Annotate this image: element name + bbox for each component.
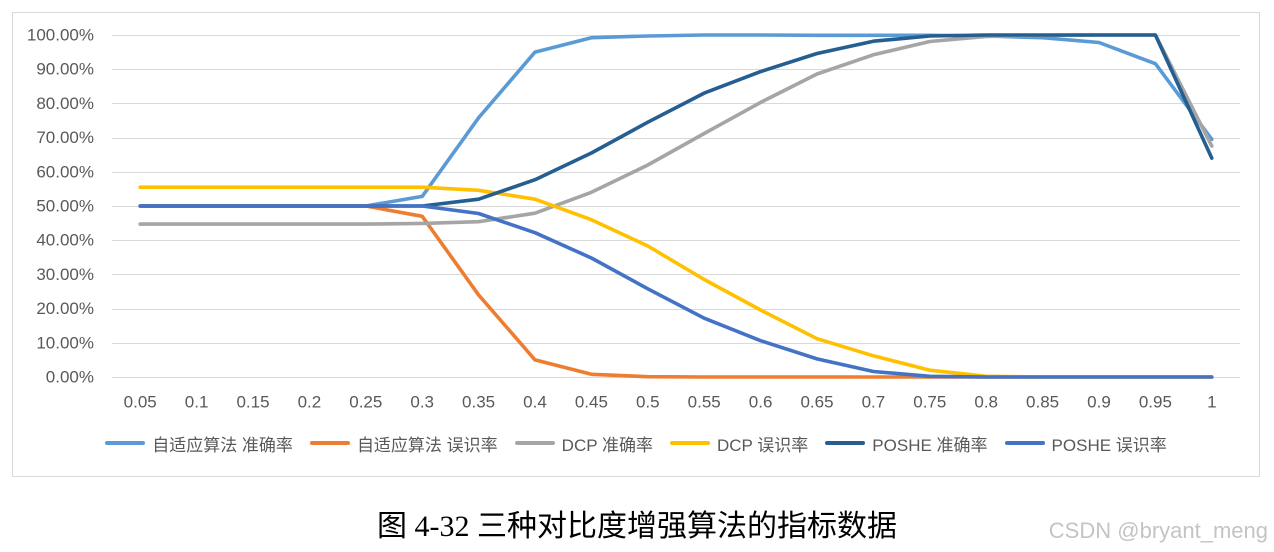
- x-tick-label: 0.65: [800, 393, 833, 412]
- series-line-4: [138, 185, 1214, 379]
- x-tick-label: 0.15: [236, 393, 269, 412]
- legend-swatch: [309, 441, 350, 445]
- x-tick-label: 0.2: [298, 393, 322, 412]
- legend-label: 自适应算法 误识率: [356, 435, 498, 455]
- x-tick-label: 0.85: [1026, 393, 1059, 412]
- y-tick-label: 70.00%: [36, 128, 94, 147]
- x-tick-label: 0.35: [462, 393, 495, 412]
- x-tick-label: 0.95: [1139, 393, 1172, 412]
- x-tick-label: 0.9: [1087, 393, 1111, 412]
- y-tick-label: 40.00%: [36, 231, 94, 250]
- x-tick-label: 0.75: [913, 393, 946, 412]
- x-tick-label: 0.1: [185, 393, 209, 412]
- legend-swatch: [514, 441, 555, 445]
- series-line-2: [138, 204, 1214, 379]
- y-tick-label: 90.00%: [36, 60, 94, 79]
- legend-swatch: [669, 441, 710, 445]
- legend-item: POSHE 误识率: [1004, 431, 1167, 456]
- legend-item: DCP 误识率: [669, 431, 809, 456]
- chart-area: [12, 12, 1260, 477]
- watermark: CSDN @bryant_meng: [1048, 518, 1268, 543]
- legend-label: DCP 误识率: [716, 435, 809, 455]
- legend-item: 自适应算法 误识率: [309, 431, 498, 456]
- series-lines: [138, 33, 1214, 379]
- legend-label: POSHE 准确率: [872, 435, 988, 455]
- y-tick-label: 50.00%: [36, 197, 94, 216]
- series-line-6: [138, 204, 1214, 379]
- figure-caption: 图 4-32 三种对比度增强算法的指标数据: [377, 510, 897, 543]
- legend: 自适应算法 准确率 自适应算法 误识率 DCP 准确率 DCP 误识率 POSHE 准确…: [12, 430, 1260, 456]
- series-line-3: [138, 33, 1214, 226]
- legend-item: DCP 准确率: [514, 431, 653, 456]
- legend-swatch: [105, 441, 146, 445]
- x-tick-label: 0.7: [862, 393, 886, 412]
- series-line-1: [138, 33, 1214, 208]
- x-axis-labels: 0.05 0.1 0.15 0.2 0.25 0.3 0.35 0.4 0.45 0.5 0.55 0…: [124, 393, 1217, 412]
- y-tick-label: 20.00%: [36, 299, 94, 318]
- legend-item: 自适应算法 准确率: [105, 431, 293, 456]
- x-tick-label: 0.8: [974, 393, 998, 412]
- x-tick-label: 0.45: [575, 393, 608, 412]
- x-tick-label: 0.5: [636, 393, 660, 412]
- legend-swatch: [825, 441, 866, 445]
- legend-label: 自适应算法 准确率: [152, 435, 293, 455]
- x-tick-label: 0.6: [749, 393, 773, 412]
- x-tick-label: 0.3: [410, 393, 434, 412]
- x-tick-label: 0.4: [523, 393, 547, 412]
- y-axis-labels: 0.00% 10.00% 20.00% 30.00% 40.00% 50.00% 60.00…: [27, 26, 94, 387]
- y-tick-label: 80.00%: [36, 94, 94, 113]
- legend-item: POSHE 准确率: [825, 431, 988, 456]
- legend-label: DCP 准确率: [561, 435, 653, 455]
- x-tick-label: 1: [1207, 393, 1216, 412]
- y-tick-label: 100.00%: [27, 26, 94, 45]
- x-tick-label: 0.05: [124, 393, 157, 412]
- x-tick-label: 0.55: [688, 393, 721, 412]
- y-tick-label: 60.00%: [36, 162, 94, 181]
- y-tick-label: 0.00%: [46, 368, 94, 387]
- y-tick-label: 30.00%: [36, 265, 94, 284]
- series-line-5: [138, 33, 1214, 208]
- legend-swatch: [1004, 441, 1045, 445]
- legend-label: POSHE 误识率: [1051, 435, 1167, 455]
- y-tick-label: 10.00%: [36, 333, 94, 352]
- x-tick-label: 0.25: [349, 393, 382, 412]
